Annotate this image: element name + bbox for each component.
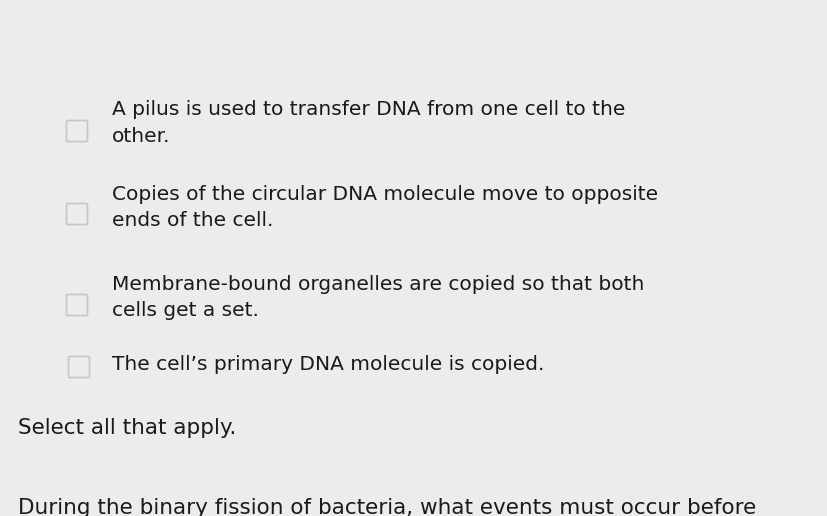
FancyBboxPatch shape: [66, 121, 88, 141]
Text: Select all that apply.: Select all that apply.: [18, 418, 237, 438]
FancyBboxPatch shape: [66, 295, 88, 315]
FancyBboxPatch shape: [69, 357, 89, 378]
Text: Membrane-bound organelles are copied so that both
cells get a set.: Membrane-bound organelles are copied so …: [112, 275, 644, 320]
Text: A pilus is used to transfer DNA from one cell to the
other.: A pilus is used to transfer DNA from one…: [112, 100, 625, 146]
Text: Copies of the circular DNA molecule move to opposite
ends of the cell.: Copies of the circular DNA molecule move…: [112, 185, 658, 231]
Text: During the binary fission of bacteria, what events must occur before
the cell sp: During the binary fission of bacteria, w…: [18, 498, 756, 516]
Text: The cell’s primary DNA molecule is copied.: The cell’s primary DNA molecule is copie…: [112, 355, 544, 374]
FancyBboxPatch shape: [66, 203, 88, 224]
